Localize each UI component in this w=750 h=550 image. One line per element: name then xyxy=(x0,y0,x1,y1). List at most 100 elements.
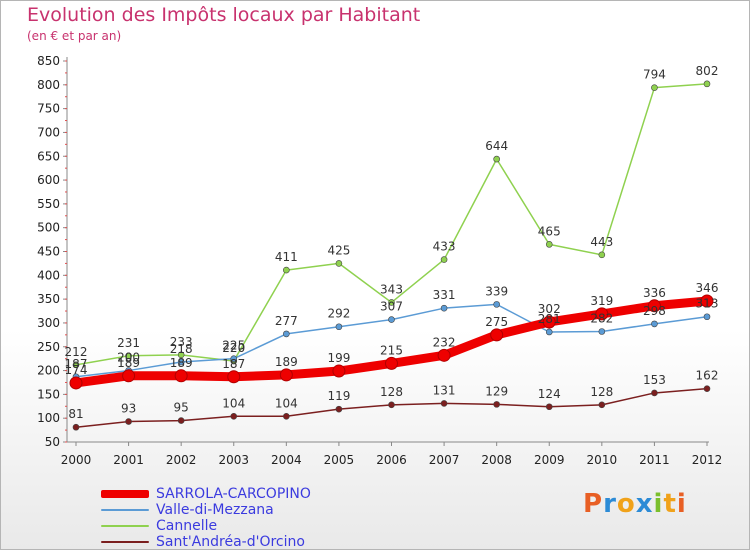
series-point-1 xyxy=(598,328,606,335)
data-label-1: 292 xyxy=(327,307,350,321)
data-label-1: 339 xyxy=(485,284,508,298)
y-tick-label: 600 xyxy=(37,173,60,187)
series-point-2 xyxy=(335,260,343,267)
data-label-0: 187 xyxy=(222,357,245,371)
chart-subtitle: (en € et par an) xyxy=(27,29,122,43)
series-point-1 xyxy=(283,330,290,338)
data-label-2: 443 xyxy=(590,235,613,249)
series-point-0 xyxy=(279,368,293,382)
y-tick-label: 450 xyxy=(37,245,60,259)
series-point-3 xyxy=(440,400,448,407)
legend-swatch xyxy=(101,490,149,498)
data-label-3: 153 xyxy=(643,373,666,387)
data-label-0: 275 xyxy=(485,315,508,329)
data-label-1: 187 xyxy=(65,357,88,371)
data-label-2: 425 xyxy=(327,243,350,257)
data-label-3: 124 xyxy=(538,387,561,401)
series-point-1 xyxy=(545,328,553,336)
y-tick-label: 550 xyxy=(37,197,60,211)
data-label-2: 233 xyxy=(170,335,193,349)
series-point-2 xyxy=(440,256,448,263)
legend-swatch xyxy=(101,509,149,511)
x-tick-label: 2000 xyxy=(61,453,92,467)
data-label-2: 794 xyxy=(643,68,666,82)
data-label-1: 281 xyxy=(538,312,561,326)
x-tick-label: 2006 xyxy=(376,453,407,467)
x-tick-label: 2001 xyxy=(113,453,144,467)
x-tick-label: 2003 xyxy=(218,453,249,467)
logo-letter: o xyxy=(616,489,636,519)
series-point-0 xyxy=(69,376,83,390)
data-label-2: 802 xyxy=(696,64,719,78)
data-label-3: 104 xyxy=(222,396,245,410)
y-tick-label: 400 xyxy=(37,268,60,282)
series-point-0 xyxy=(647,299,661,313)
series-point-3 xyxy=(335,405,343,413)
y-tick-label: 350 xyxy=(37,292,60,306)
series-point-1 xyxy=(703,313,711,321)
data-label-3: 129 xyxy=(485,384,508,398)
chart-points xyxy=(69,80,714,431)
y-tick-label: 100 xyxy=(37,411,60,425)
data-label-1: 282 xyxy=(590,312,613,326)
data-label-2: 411 xyxy=(275,250,298,264)
series-point-0 xyxy=(437,348,451,362)
data-label-2: 343 xyxy=(380,282,403,296)
legend-swatch xyxy=(101,525,149,527)
y-tick-label: 250 xyxy=(37,340,60,354)
logo-letter: P xyxy=(583,489,604,519)
data-label-3: 128 xyxy=(380,385,403,399)
data-label-0: 199 xyxy=(327,351,350,365)
legend-label: Cannelle xyxy=(156,518,218,534)
series-point-3 xyxy=(283,412,290,420)
chart-axes: 50 100 150 200 250 300 350 400 450 500 550 600 650 70… xyxy=(37,54,722,467)
series-point-0 xyxy=(700,294,714,308)
series-point-3 xyxy=(230,412,238,420)
data-label-0: 189 xyxy=(170,356,193,370)
y-tick-label: 650 xyxy=(37,149,60,163)
y-tick-label: 500 xyxy=(37,221,60,235)
series-point-0 xyxy=(385,356,398,370)
series-point-2 xyxy=(388,299,395,306)
data-label-3: 119 xyxy=(327,389,350,403)
series-point-2 xyxy=(703,80,711,88)
series-point-2 xyxy=(598,251,606,259)
x-tick-label: 2002 xyxy=(166,453,197,467)
x-tick-label: 2004 xyxy=(271,453,302,467)
series-point-3 xyxy=(493,401,500,408)
x-tick-label: 2009 xyxy=(534,453,565,467)
chart-lines xyxy=(71,83,712,428)
data-label-3: 95 xyxy=(174,401,189,415)
x-tick-label: 2008 xyxy=(481,453,512,467)
series-point-2 xyxy=(493,155,500,163)
data-label-2: 220 xyxy=(222,341,245,355)
data-label-2: 212 xyxy=(65,345,88,359)
data-label-1: 298 xyxy=(643,304,666,318)
series-point-1 xyxy=(177,358,185,366)
series-point-0 xyxy=(227,370,241,384)
series-point-1 xyxy=(230,355,238,362)
legend-swatch xyxy=(101,541,149,543)
data-label-0: 174 xyxy=(65,363,88,377)
data-label-0: 215 xyxy=(380,343,403,357)
y-tick-label: 700 xyxy=(37,125,60,139)
data-label-1: 331 xyxy=(433,288,456,302)
legend-label: SARROLA-CARCOPINO xyxy=(156,486,311,502)
series-point-0 xyxy=(542,315,556,329)
data-label-3: 93 xyxy=(121,402,136,416)
data-label-3: 131 xyxy=(433,383,456,397)
series-point-3 xyxy=(703,385,711,392)
x-tick-label: 2012 xyxy=(692,453,723,467)
data-label-3: 128 xyxy=(590,385,613,399)
data-label-3: 162 xyxy=(696,369,719,383)
series-point-3 xyxy=(72,423,80,431)
series-point-1 xyxy=(440,304,448,312)
y-tick-label: 300 xyxy=(37,316,60,330)
data-label-2: 465 xyxy=(538,224,561,238)
series-point-1 xyxy=(388,316,395,323)
series-point-1 xyxy=(651,320,658,328)
data-label-1: 200 xyxy=(117,351,140,365)
y-tick-label: 150 xyxy=(37,387,60,401)
data-label-1: 225 xyxy=(222,339,245,353)
